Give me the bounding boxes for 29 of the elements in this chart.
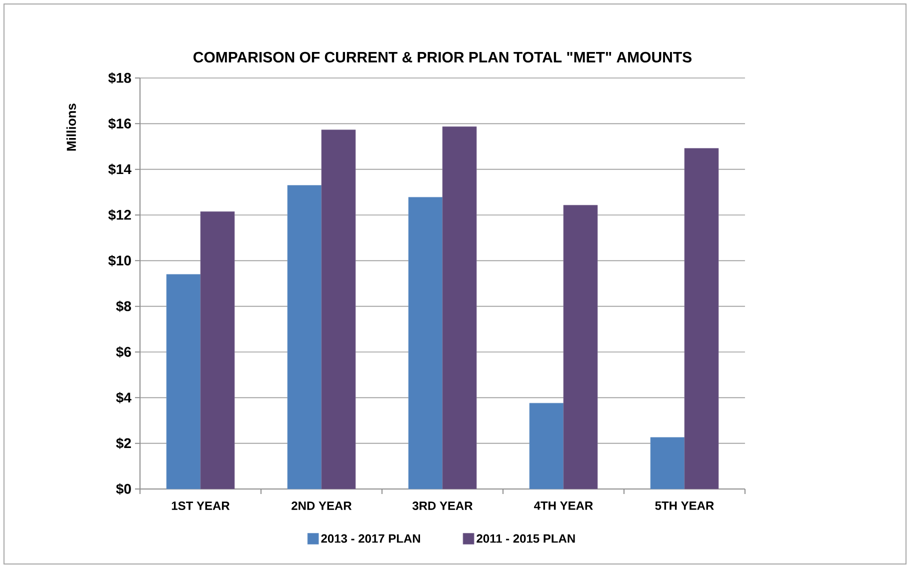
bar: [563, 204, 598, 490]
y-tick-label: $2: [116, 438, 131, 450]
bar: [650, 437, 685, 490]
bar: [287, 185, 322, 490]
bar: [442, 126, 477, 490]
legend-label: 2011 - 2015 PLAN: [476, 534, 575, 543]
y-tick-label: $18: [108, 72, 132, 84]
y-axis-title: Millions: [66, 104, 76, 151]
y-tick-label: $0: [116, 483, 131, 495]
bar: [408, 196, 443, 490]
bar: [684, 148, 719, 490]
bar: [200, 211, 235, 490]
x-tick-label: 2ND YEAR: [292, 502, 352, 510]
y-tick-label: $14: [108, 164, 132, 176]
y-tick-label: $16: [108, 118, 131, 130]
bar: [321, 130, 356, 490]
bar: [529, 402, 564, 490]
y-tick-label: $4: [116, 392, 132, 404]
x-tick-label: 4TH YEAR: [534, 502, 593, 510]
x-tick-label: 1ST YEAR: [172, 502, 230, 510]
bar: [166, 274, 201, 490]
legend-label: 2013 - 2017 PLAN: [321, 534, 420, 543]
y-tick-label: $12: [108, 209, 131, 221]
chart-title: COMPARISON OF CURRENT & PRIOR PLAN TOTAL "MET" AMOUNTS: [194, 52, 692, 62]
x-tick-label: 5TH YEAR: [655, 502, 714, 510]
y-tick-label: $10: [108, 254, 131, 266]
y-tick-label: $6: [116, 346, 131, 358]
y-tick-label: $8: [116, 300, 132, 312]
x-tick-label: 3RD YEAR: [412, 502, 473, 510]
